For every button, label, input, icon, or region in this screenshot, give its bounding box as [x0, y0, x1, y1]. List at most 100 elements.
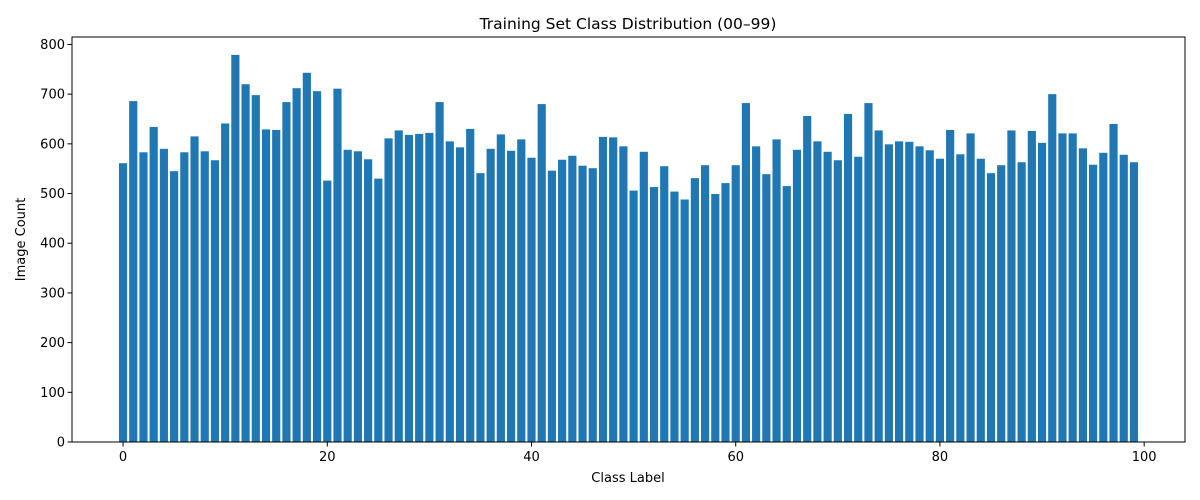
- bar-class-11: [231, 54, 240, 442]
- y-tick-label: 0: [57, 436, 65, 451]
- bar-class-49: [619, 146, 628, 442]
- bar-class-23: [353, 151, 362, 443]
- bar-class-33: [455, 147, 465, 442]
- bar-class-21: [333, 88, 342, 443]
- bar-class-5: [170, 171, 179, 443]
- bar-class-82: [956, 154, 965, 442]
- bar-class-85: [986, 173, 996, 442]
- x-tick-label: 60: [727, 450, 744, 465]
- bar-class-53: [660, 166, 669, 442]
- bar-class-67: [803, 116, 812, 442]
- x-axis-label: Class Label: [591, 471, 664, 486]
- bar-class-88: [1017, 162, 1026, 443]
- bar-class-44: [568, 155, 577, 442]
- bar-class-39: [517, 139, 526, 442]
- bar-class-47: [598, 136, 608, 442]
- bar-class-62: [752, 146, 761, 442]
- bar-class-68: [813, 141, 822, 443]
- bar-class-76: [895, 141, 904, 443]
- bar-class-72: [854, 156, 863, 442]
- bar-class-4: [159, 148, 168, 442]
- bar-class-73: [864, 103, 873, 442]
- bar-class-18: [302, 72, 311, 442]
- bar-class-60: [731, 165, 740, 442]
- y-tick-label: 800: [40, 38, 65, 53]
- y-axis-label: Image Count: [14, 198, 29, 281]
- bar-class-9: [210, 160, 220, 443]
- bar-class-58: [711, 194, 720, 442]
- bar-class-2: [139, 152, 148, 443]
- bar-class-31: [435, 102, 444, 442]
- bar-class-80: [935, 158, 945, 442]
- x-tick-label: 40: [523, 450, 540, 465]
- y-axis-ticks: 0 100 200 300 400 500 600 700 800: [40, 38, 72, 451]
- bar-class-36: [486, 148, 495, 442]
- bar-class-65: [782, 186, 791, 442]
- bar-class-29: [415, 133, 424, 442]
- bar-class-41: [537, 104, 546, 442]
- bar-class-84: [976, 158, 985, 442]
- bar-class-35: [476, 173, 485, 442]
- bar-class-22: [343, 149, 352, 443]
- x-tick-label: 20: [319, 450, 336, 465]
- bar-class-25: [374, 178, 383, 442]
- bar-class-77: [905, 141, 914, 442]
- bar-class-46: [588, 168, 597, 442]
- y-tick-label: 300: [40, 286, 65, 301]
- x-axis-ticks: 0 20 40 60 80 100: [119, 442, 1157, 465]
- chart-title: Training Set Class Distribution (00–99): [479, 15, 777, 33]
- bar-class-37: [496, 134, 505, 442]
- bar-class-40: [527, 157, 536, 442]
- bar-class-83: [966, 133, 975, 442]
- bar-class-50: [629, 190, 638, 442]
- bar-class-64: [772, 139, 781, 442]
- bar-class-61: [741, 103, 751, 442]
- bar-class-52: [649, 187, 659, 442]
- bar-class-56: [690, 178, 699, 442]
- bar-class-20: [323, 180, 332, 443]
- bar-class-19: [312, 91, 322, 443]
- bar-class-24: [364, 159, 373, 442]
- bar-class-30: [425, 132, 434, 442]
- bar-class-12: [241, 84, 250, 443]
- bar-class-94: [1078, 148, 1087, 442]
- bar-class-98: [1119, 154, 1128, 442]
- bar-class-81: [946, 129, 955, 442]
- bar-class-96: [1099, 152, 1108, 443]
- bar-class-17: [292, 88, 301, 443]
- x-tick-label: 0: [119, 450, 127, 465]
- bar-class-45: [578, 165, 587, 442]
- plot-frame: [71, 36, 1186, 443]
- bar-class-90: [1037, 142, 1047, 442]
- bar-class-14: [261, 129, 271, 442]
- bar-class-7: [190, 136, 199, 442]
- bar-class-38: [506, 150, 516, 443]
- bar-class-54: [670, 191, 679, 442]
- bar-class-78: [915, 146, 924, 442]
- bar-class-75: [884, 144, 893, 442]
- x-tick-label: 80: [932, 450, 949, 465]
- bar-class-28: [404, 134, 414, 442]
- y-tick-label: 400: [40, 237, 65, 252]
- bar-class-42: [547, 170, 556, 443]
- bar-class-10: [221, 123, 230, 442]
- x-tick-label: 100: [1132, 450, 1157, 465]
- bar-class-26: [384, 138, 393, 442]
- y-tick-label: 200: [40, 336, 65, 351]
- bar-class-74: [874, 130, 883, 443]
- bar-class-55: [680, 199, 689, 442]
- bar-class-93: [1068, 133, 1077, 442]
- bar-class-8: [200, 151, 209, 443]
- bar-class-70: [833, 160, 842, 443]
- bar-class-86: [997, 165, 1006, 442]
- bar-class-71: [843, 114, 853, 443]
- bar-class-43: [558, 159, 567, 443]
- bar-class-13: [251, 95, 260, 442]
- bar-class-16: [282, 102, 291, 442]
- bar-class-3: [149, 126, 158, 442]
- bar-class-34: [466, 128, 475, 442]
- y-tick-label: 600: [40, 137, 65, 152]
- bar-class-79: [925, 150, 934, 443]
- y-tick-label: 100: [40, 386, 65, 401]
